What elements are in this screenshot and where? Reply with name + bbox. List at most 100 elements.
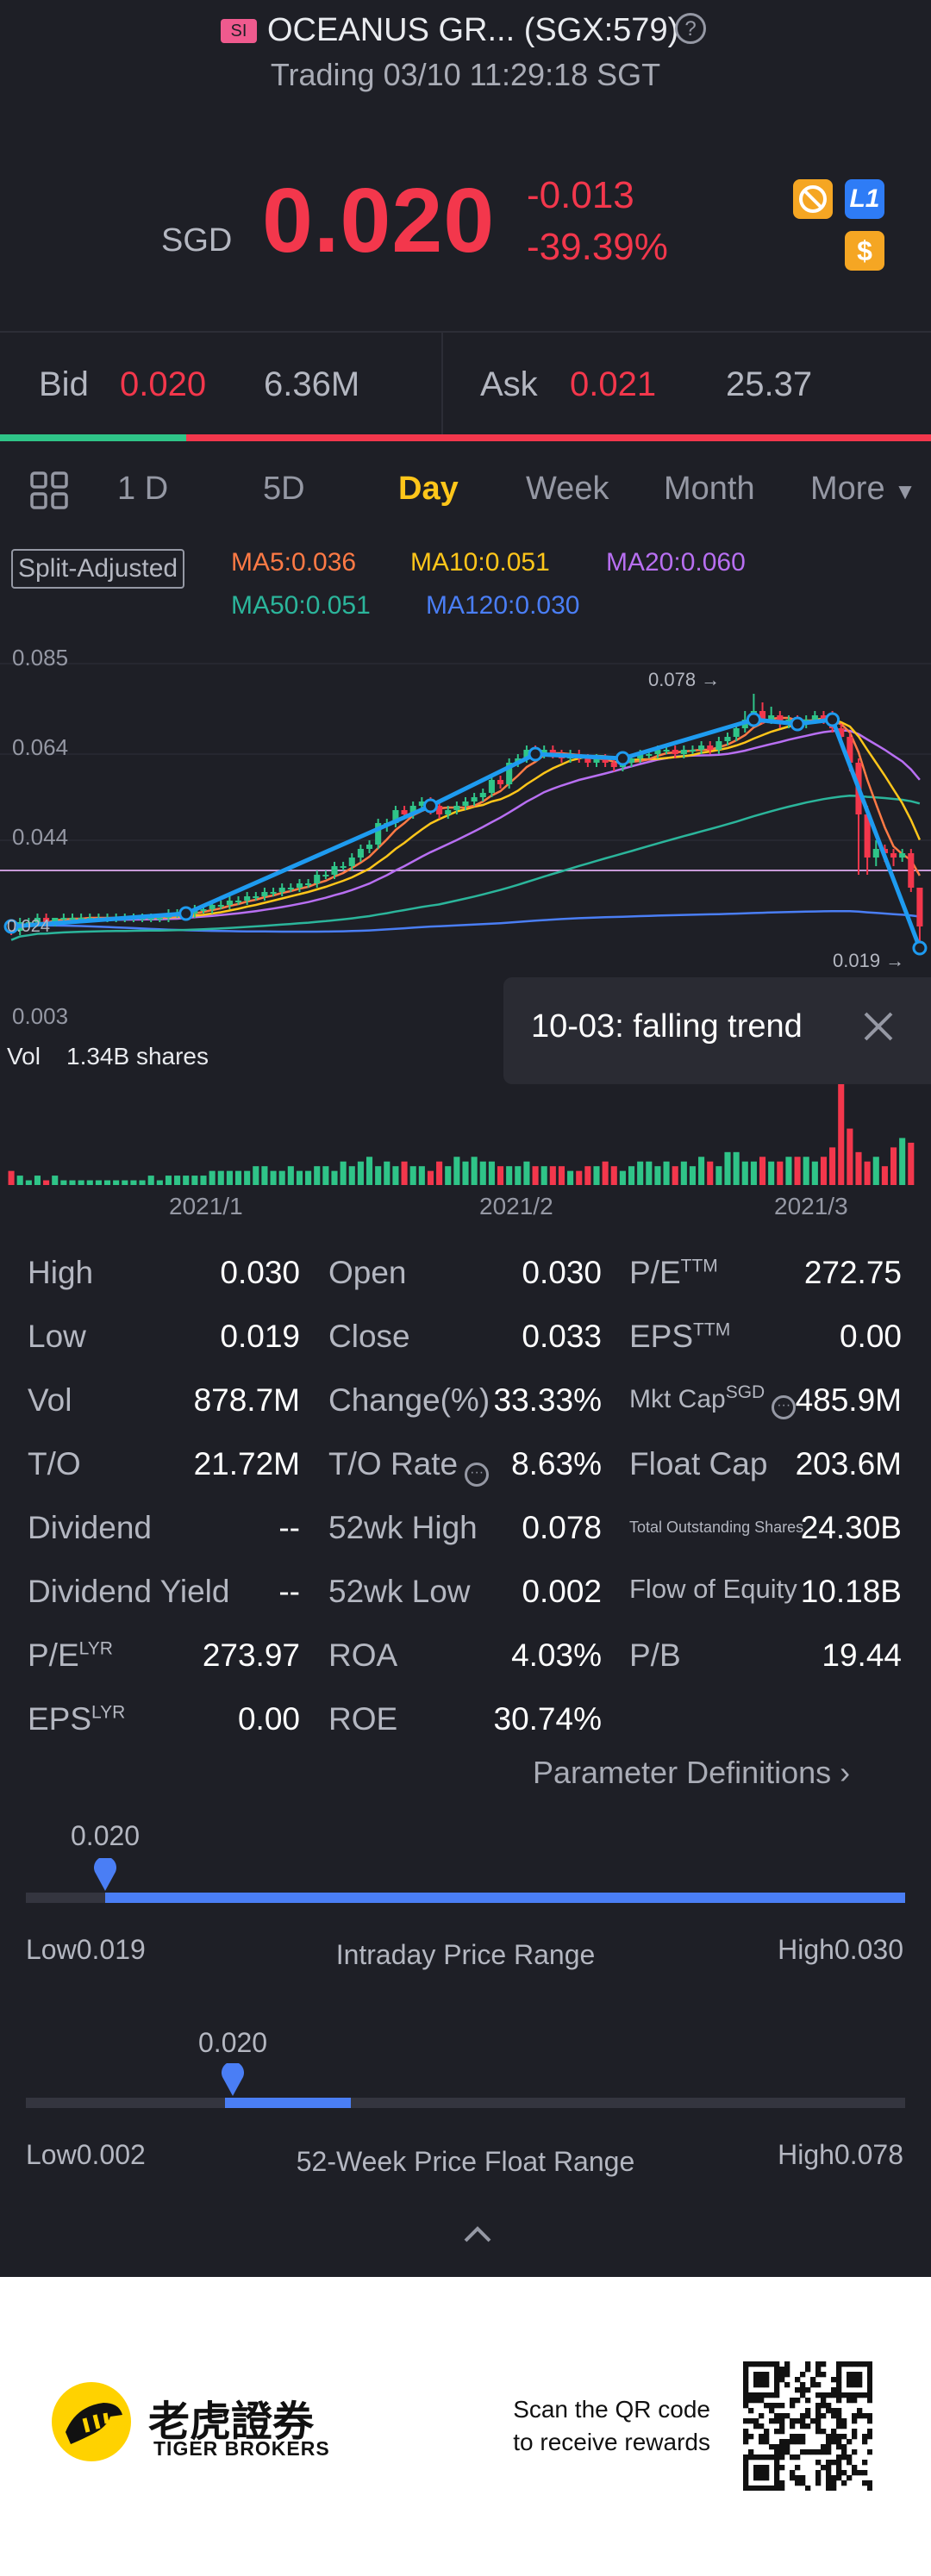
qr-module [779,2413,785,2419]
candle-body [322,875,329,876]
qr-module [743,2403,749,2409]
stat-label: Open [328,1255,407,1291]
qr-module [810,2418,816,2424]
level1-badge[interactable]: L1 [845,179,884,219]
week52-current-value: 0.020 [198,2027,268,2058]
bid-size: 6.36M [264,365,360,403]
tab-more[interactable]: More ▼ [810,471,916,508]
volume-bar [427,1170,434,1185]
tab-day[interactable]: Day [398,471,459,507]
qr-module [815,2460,822,2466]
volume-bar [8,1170,15,1185]
qr-module [815,2423,822,2429]
volume-bar [610,1166,617,1185]
tab-1d[interactable]: 1 D [117,471,169,507]
legend-ma120: MA120:0.030 [426,591,580,620]
qr-module [795,2387,801,2393]
volume-bar [244,1170,251,1185]
qr-module [841,2470,847,2476]
candle-body [69,918,76,920]
qr-prompt-line2: to receive rewards [513,2429,710,2455]
qr-module [831,2480,837,2486]
volume-bar [200,1176,207,1185]
qr-module [805,2367,811,2373]
volume-bar [750,1161,757,1185]
qr-module [753,2418,759,2424]
qr-module [821,2413,827,2419]
qr-module [769,2454,775,2461]
more-info-icon[interactable]: ··· [465,1463,490,1487]
week52-low: Low0.002 [26,2139,146,2171]
stat-label: Low [28,1319,86,1355]
candle-body [890,853,897,858]
qr-module [821,2444,827,2450]
week52-low-value: 0.002 [76,2139,146,2170]
stat-label: T/O Rate ··· [328,1446,490,1487]
qr-module [836,2361,842,2367]
qr-module [836,2398,842,2404]
candle-body [540,750,547,754]
help-icon[interactable]: ? [675,13,706,44]
qr-module [784,2361,790,2367]
parameter-definitions-link[interactable]: Parameter Definitions › [533,1755,850,1791]
tab-week[interactable]: Week [526,471,609,507]
tab-more-label: More [810,471,885,507]
collapse-chevron-icon[interactable] [462,2224,493,2249]
close-icon[interactable] [860,1008,897,1045]
trend-tooltip[interactable]: 10-03: falling trend [503,977,931,1084]
grid-toggle-icon[interactable] [29,471,69,510]
stat-label: P/B [629,1637,681,1674]
volume-bar [436,1161,443,1185]
candlestick-chart[interactable] [0,629,931,1215]
ask-price[interactable]: 0.021 [570,365,657,403]
volume-bar [540,1166,547,1185]
qr-module [847,2392,853,2398]
stat-label-text: Open [328,1255,407,1290]
qr-module [753,2377,759,2383]
tab-month[interactable]: Month [664,471,755,507]
dollar-icon[interactable]: $ [845,231,884,271]
qr-module [862,2460,868,2466]
legend-ma50: MA50:0.051 [231,591,371,620]
qr-module [826,2470,832,2476]
tooltip-text: 10-03: falling trend [531,1008,803,1045]
split-adjusted-toggle[interactable]: Split-Adjusted [11,549,185,589]
qr-module [743,2367,749,2373]
qr-module [862,2392,868,2398]
qr-module [815,2429,822,2435]
qr-module [764,2392,770,2398]
candle-body [436,806,443,814]
volume-bar [733,1151,740,1185]
candle-body [602,758,609,763]
qr-module [764,2382,770,2388]
qr-module [779,2372,785,2378]
qr-module [779,2439,785,2445]
bid-price[interactable]: 0.020 [120,365,207,403]
x-tick-label: 2021/1 [169,1193,243,1219]
qr-module [821,2361,827,2367]
candle-body [847,737,853,763]
volume-bar [314,1166,321,1185]
more-info-icon[interactable]: ··· [772,1395,797,1419]
volume-bar [479,1161,486,1185]
week52-high: High0.078 [778,2139,903,2171]
qr-module [769,2418,775,2424]
stock-title[interactable]: OCEANUS GR... (SGX:579) [267,12,679,48]
volume-bar [366,1157,373,1185]
qr-module [857,2470,863,2476]
volume-bar [384,1161,391,1185]
tab-5d[interactable]: 5D [263,471,305,507]
qr-module [790,2434,796,2440]
trend-point [422,798,438,814]
volume-bar [331,1170,338,1185]
stat-value: 0.019 [220,1319,300,1354]
candle-body [52,918,59,922]
candle-body [497,780,504,784]
no-shorting-icon[interactable] [793,179,833,219]
qr-module [836,2387,842,2393]
qr-module [759,2372,765,2378]
qr-module [779,2418,785,2424]
volume-bar [741,1161,748,1185]
candle-body [724,737,731,741]
candle-body [471,797,478,801]
